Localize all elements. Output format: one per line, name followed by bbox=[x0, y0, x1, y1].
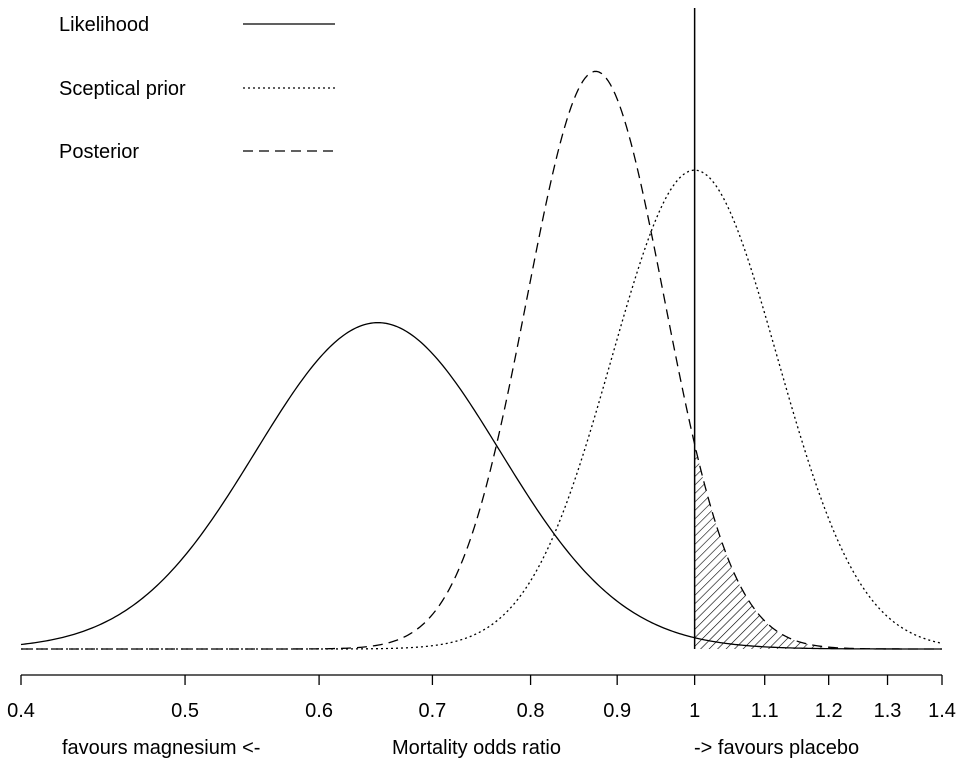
x-tick-label: 0.4 bbox=[7, 700, 35, 722]
x-axis-label-right: -> favours placebo bbox=[694, 737, 859, 759]
legend: Likelihood Sceptical prior Posterior bbox=[59, 14, 335, 163]
x-tick-label: 0.9 bbox=[603, 700, 631, 722]
x-tick-label: 0.5 bbox=[171, 700, 199, 722]
x-tick-label: 0.6 bbox=[305, 700, 333, 722]
x-tick-label: 1 bbox=[689, 700, 700, 722]
plot-area bbox=[20, 8, 943, 650]
x-axis-label: Mortality odds ratio bbox=[392, 737, 561, 759]
x-axis-label-left: favours magnesium <- bbox=[62, 737, 260, 759]
x-tick-label: 1.2 bbox=[815, 700, 843, 722]
x-tick-label: 1.4 bbox=[928, 700, 956, 722]
legend-label: Likelihood bbox=[59, 14, 149, 36]
legend-label: Posterior bbox=[59, 141, 139, 163]
x-tick-label: 0.7 bbox=[419, 700, 447, 722]
series-line-likelihood bbox=[20, 321, 942, 650]
x-tick-label: 1.3 bbox=[874, 700, 902, 722]
x-tick-label: 1.1 bbox=[751, 700, 779, 722]
series-line-sceptical-prior bbox=[21, 169, 943, 650]
x-axis: 0.4 0.5 0.6 0.7 0.8 0.9 1 1.1 1.2 1.3 1.4 bbox=[7, 674, 956, 722]
legend-label: Sceptical prior bbox=[59, 78, 186, 100]
series-line-posterior bbox=[21, 70, 942, 650]
posterior-tail-shading bbox=[694, 444, 942, 649]
x-tick-label: 0.8 bbox=[517, 700, 545, 722]
